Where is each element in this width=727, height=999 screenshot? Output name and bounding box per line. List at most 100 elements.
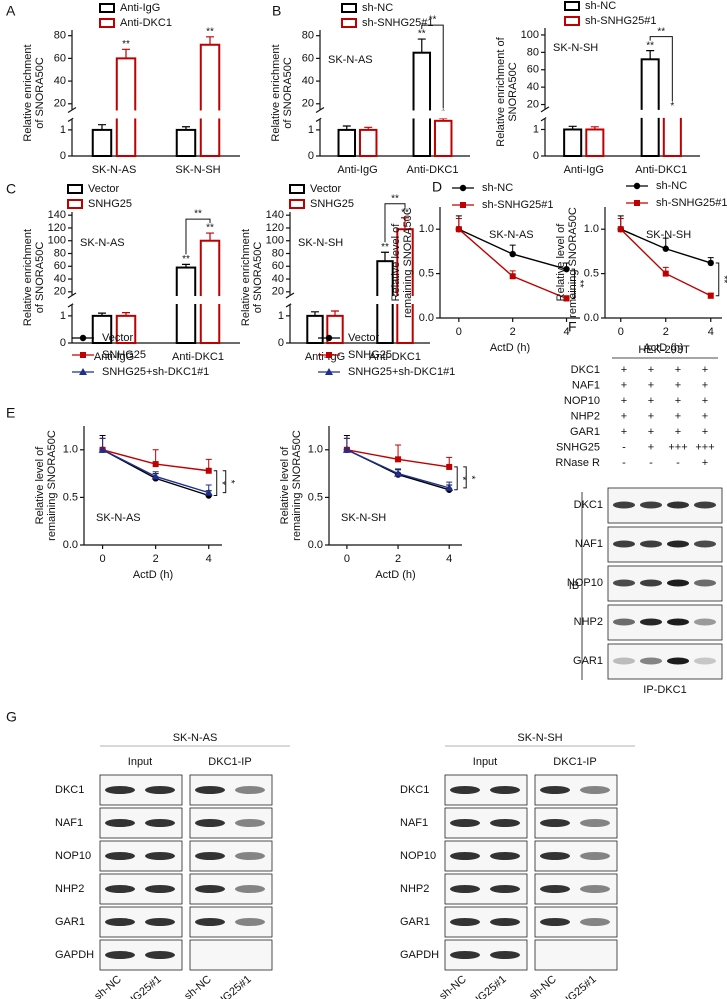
y-tick-label: 0.0 xyxy=(584,312,599,324)
blot-band xyxy=(195,885,225,893)
bracket xyxy=(463,466,467,489)
x-axis-label: ActD (h) xyxy=(490,342,530,354)
axis-break xyxy=(315,106,325,113)
axis-break xyxy=(67,106,77,113)
legend-marker xyxy=(80,352,86,358)
point xyxy=(707,259,714,267)
significance: ** xyxy=(182,254,190,265)
panel-label: A xyxy=(6,3,16,19)
legend-swatch xyxy=(341,3,357,13)
y-axis-label: of SNORA50C xyxy=(282,57,294,129)
y-tick-label: 1 xyxy=(308,124,314,136)
break-gap xyxy=(73,110,241,119)
blot-band xyxy=(145,918,175,926)
significance: ** xyxy=(381,242,389,253)
condition-value: + xyxy=(621,410,627,422)
error-bar xyxy=(122,312,131,316)
bracket xyxy=(715,262,720,297)
y-tick-label: 40 xyxy=(302,75,314,87)
point xyxy=(563,265,570,273)
bar xyxy=(563,128,583,158)
legend-label: SNHG25 xyxy=(88,198,132,210)
y-tick-label: 0 xyxy=(60,150,66,162)
y-axis-label: remaining SNORA50C xyxy=(402,207,414,318)
condition-label: SNHG25 xyxy=(556,441,600,453)
blot-target: NAF1 xyxy=(55,817,83,829)
y-tick-label: 80 xyxy=(527,46,539,58)
condition-value: + xyxy=(702,395,708,407)
ib-label: IB xyxy=(569,580,579,592)
blot-frame xyxy=(534,939,618,971)
group-label: Input xyxy=(128,756,152,768)
legend-label: sh-SNHG25#1 xyxy=(656,197,727,209)
y-tick-label: 1 xyxy=(60,310,66,322)
significance: ** xyxy=(206,223,214,234)
blot-band xyxy=(145,786,175,794)
y-tick-label: 120 xyxy=(266,222,284,234)
x-tick-label: 0 xyxy=(100,553,106,565)
significance: * xyxy=(670,101,674,112)
legend-swatch xyxy=(99,18,115,28)
legend-label: sh-SNHG25#1 xyxy=(482,199,554,211)
blot-band xyxy=(694,540,716,548)
y-tick-label: 40 xyxy=(272,273,284,285)
y-axis-label: remaining SNORA50C xyxy=(291,430,303,541)
condition-value: - xyxy=(676,457,680,469)
legend-marker xyxy=(79,334,87,342)
annotation: SK-N-SH xyxy=(646,229,691,241)
y-tick-label: 40 xyxy=(54,75,66,87)
legend-label: SNHG25+sh-DKC1#1 xyxy=(102,366,209,378)
bracket-label: ** xyxy=(391,193,399,204)
y-axis-label: remaining SNORA50C xyxy=(567,207,579,318)
y-tick-label: 0.5 xyxy=(63,491,78,503)
blot-band xyxy=(540,885,570,893)
significance: ** xyxy=(401,207,409,218)
legend-swatch xyxy=(289,184,305,194)
blot-band xyxy=(667,618,689,626)
annotation: SK-N-AS xyxy=(80,237,125,249)
x-tick-label: Anti-DKC1 xyxy=(369,351,421,363)
significance: ** xyxy=(418,29,426,40)
y-axis-label: remaining SNORA50C xyxy=(46,430,58,541)
condition-value: + xyxy=(702,410,708,422)
annotation: SK-N-AS xyxy=(96,512,141,524)
legend-label: Anti-DKC1 xyxy=(120,17,172,29)
blot-band xyxy=(490,786,520,794)
error-bar xyxy=(310,311,319,316)
group-label: Input xyxy=(473,756,497,768)
blot-band xyxy=(235,885,265,893)
legend-marker xyxy=(459,184,467,192)
condition-value: + xyxy=(675,426,681,438)
y-axis-label: SNORA50C xyxy=(507,62,519,121)
condition-label: DKC1 xyxy=(571,364,600,376)
legend-label: SNHG25 xyxy=(310,198,354,210)
legend-marker xyxy=(634,200,640,206)
bar xyxy=(199,43,221,157)
panel-label: G xyxy=(6,709,17,725)
legend-label: sh-NC xyxy=(362,2,393,14)
blot-band xyxy=(694,501,716,509)
condition-value: + xyxy=(675,364,681,376)
point xyxy=(455,226,462,233)
y-tick-label: 80 xyxy=(302,30,314,42)
legend-label: Vector xyxy=(102,332,134,344)
blot-band xyxy=(450,786,480,794)
point xyxy=(394,469,403,477)
legend-marker xyxy=(325,334,333,342)
condition-value: + xyxy=(621,364,627,376)
blot-band xyxy=(667,501,689,509)
y-tick-label: 20 xyxy=(272,286,284,298)
y-tick-label: 60 xyxy=(527,64,539,76)
x-tick-label: 2 xyxy=(663,326,669,338)
y-axis-label: Relative enrichment xyxy=(270,44,282,141)
blot-band xyxy=(540,918,570,926)
legend-marker xyxy=(325,368,333,375)
error-bar xyxy=(590,126,599,130)
condition-label: NOP10 xyxy=(564,395,600,407)
bar xyxy=(433,119,453,158)
blot-band xyxy=(694,579,716,587)
point xyxy=(342,445,351,453)
y-tick-label: 120 xyxy=(48,222,66,234)
y-tick-label: 0 xyxy=(278,337,284,349)
